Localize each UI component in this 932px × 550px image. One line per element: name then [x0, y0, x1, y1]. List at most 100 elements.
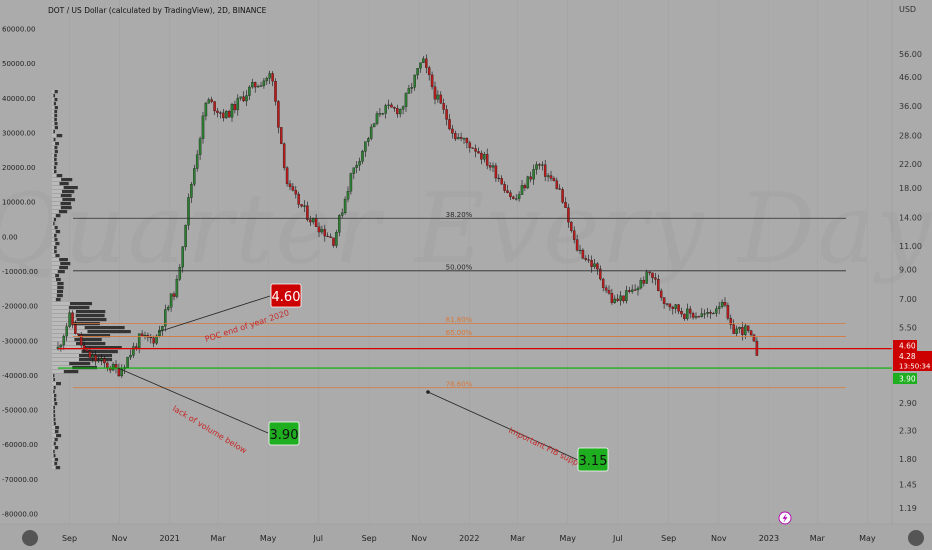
volume-bar: [52, 198, 76, 202]
candle-body: [503, 184, 506, 191]
right-axis-label: 46.00: [899, 73, 922, 82]
right-axis-label: 5.50: [899, 324, 917, 333]
scroll-right-button[interactable]: [908, 530, 924, 546]
candle-body: [694, 316, 698, 318]
candle-body: [506, 190, 509, 193]
candle-body: [152, 337, 155, 344]
candle-body: [97, 360, 100, 362]
candle-body: [552, 178, 556, 181]
volume-bar-light: [52, 222, 54, 226]
volume-bar-light: [52, 262, 61, 266]
left-axis-label: -40000.00: [2, 372, 38, 380]
chart-title: DOT / US Dollar (calculated by TradingVi…: [48, 6, 267, 15]
left-axis-label: 30000.00: [2, 129, 35, 137]
right-axis-label: 9.00: [899, 265, 917, 274]
candle-body: [187, 197, 190, 226]
candle-body: [514, 198, 518, 200]
volume-bar: [52, 102, 56, 106]
right-axis-label: 14.00: [899, 213, 922, 222]
volume-bar: [52, 410, 56, 414]
volume-bar-light: [52, 466, 56, 470]
candle-body: [222, 112, 225, 119]
candle-body: [720, 301, 724, 307]
watermark: Quarter Every Day: [0, 173, 932, 285]
volume-bar-light: [52, 462, 55, 466]
fib-label: 38.20%: [446, 211, 473, 219]
volume-bar: [52, 422, 56, 426]
volume-bar-light: [52, 134, 57, 138]
volume-bar: [52, 174, 63, 178]
left-axis-label: 10000.00: [2, 199, 35, 207]
candle-body: [207, 99, 211, 104]
candle-body: [738, 327, 741, 330]
fib-label: 61.80%: [446, 316, 473, 324]
candle-body: [245, 95, 248, 102]
volume-bar-light: [52, 350, 82, 354]
candle-body: [314, 218, 318, 227]
scroll-left-button[interactable]: [22, 530, 38, 546]
volume-bar-light: [52, 246, 55, 250]
badge-315: [577, 447, 609, 472]
candle-body: [230, 103, 234, 118]
price-tag-current-text: 4.28: [899, 352, 916, 361]
time-axis-labels[interactable]: Sep Nov 2021 Mar May Jul Sep Nov 2022 Mar May Jul Se…: [62, 534, 876, 543]
candle-body: [485, 154, 489, 166]
candle-body: [625, 290, 628, 302]
right-axis[interactable]: USD 56.00 46.00 36.00 28.00 22.00 18.00 14.00 1…: [891, 0, 932, 524]
right-axis-label: 18.00: [899, 184, 922, 193]
price-tag-current: [893, 351, 932, 371]
time-label: 2021: [159, 534, 179, 543]
lightning-icon[interactable]: [778, 511, 792, 525]
candle-body: [291, 186, 295, 191]
candle-body: [500, 178, 503, 185]
volume-bar: [52, 254, 60, 258]
volume-bar: [52, 382, 61, 386]
candle-body: [384, 105, 387, 114]
candle-body: [396, 108, 399, 115]
candle-body: [601, 278, 605, 288]
candle-body: [541, 164, 544, 166]
volume-bar: [52, 202, 71, 206]
volume-bar: [52, 346, 122, 350]
candle-body: [398, 109, 402, 115]
candle-body: [483, 154, 486, 160]
volume-bar: [52, 142, 59, 146]
volume-bar-light: [52, 426, 56, 430]
candle-body: [71, 312, 74, 325]
volume-bar: [52, 402, 58, 406]
candle-body: [422, 58, 425, 63]
volume-bar-light: [52, 298, 56, 302]
volume-bar-light: [52, 234, 55, 238]
candle-body: [628, 290, 631, 292]
volume-bar-light: [52, 166, 54, 170]
volume-bar: [52, 126, 59, 130]
candle-body: [120, 368, 124, 377]
volume-bar: [52, 350, 118, 354]
volume-bar: [52, 298, 61, 302]
candle-body: [509, 192, 512, 198]
candle-body: [442, 103, 445, 110]
candle-body: [715, 308, 718, 314]
candle-body: [436, 94, 440, 100]
currency-label: USD: [899, 5, 916, 14]
candle-body: [204, 102, 208, 117]
volume-bar: [52, 394, 57, 398]
candle-body: [633, 289, 637, 291]
volume-bar-light: [52, 446, 55, 450]
candle-body: [155, 335, 158, 344]
time-label: Mar: [211, 534, 227, 543]
volume-bar-light: [52, 182, 60, 186]
right-axis-label: 11.00: [899, 242, 922, 251]
right-axis-label: 22.00: [899, 160, 922, 169]
left-axis-label: 0.00: [2, 233, 18, 241]
candle-body: [648, 271, 651, 274]
candle-body: [361, 151, 364, 162]
candle-body: [210, 99, 213, 102]
left-axis-label: 60000.00: [2, 26, 35, 34]
candle-body: [427, 67, 431, 76]
volume-bar-light: [52, 110, 55, 114]
candle-body: [253, 82, 257, 88]
volume-bar-light: [52, 370, 64, 374]
